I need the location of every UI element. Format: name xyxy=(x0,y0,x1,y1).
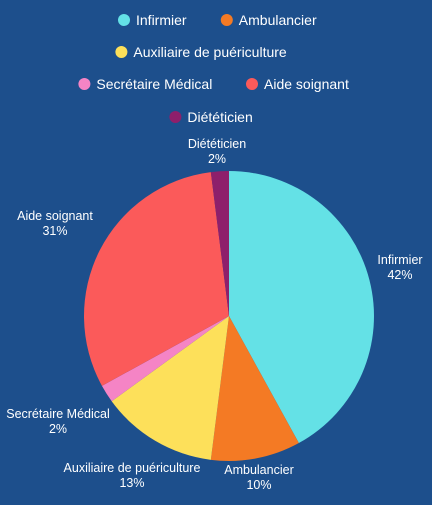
slice-aide-soignant[interactable] xyxy=(84,172,229,386)
data-label-name-secretaire-medical: Secrétaire Médical xyxy=(6,407,110,421)
data-label-name-dieteticien: Diététicien xyxy=(188,137,246,151)
legend-label-infirmier: Infirmier xyxy=(136,12,187,28)
data-label-value-aide-soignant: 31% xyxy=(42,224,67,238)
legend-label-secretaire-medical: Secrétaire Médical xyxy=(96,76,212,92)
data-label-value-dieteticien: 2% xyxy=(208,152,226,166)
legend-item-ambulancier[interactable]: Ambulancier xyxy=(220,12,317,28)
data-label-value-ambulancier: 10% xyxy=(246,478,271,492)
legend-marker-ambulancier xyxy=(220,14,233,26)
slice-secretaire-medical[interactable] xyxy=(101,316,229,402)
data-label-name-infirmier: Infirmier xyxy=(377,253,422,267)
data-label-name-ambulancier: Ambulancier xyxy=(224,463,293,477)
legend-marker-secretaire-medical xyxy=(78,78,91,90)
legend-label-dieteticien: Diététicien xyxy=(187,109,252,125)
legend-item-auxiliaire-de-puericulture[interactable]: Auxiliaire de puériculture xyxy=(115,44,287,60)
legend-label-auxiliaire-de-puericulture: Auxiliaire de puériculture xyxy=(133,44,287,60)
legend-label-ambulancier: Ambulancier xyxy=(239,12,317,28)
data-label-value-auxiliaire-de-puericulture: 13% xyxy=(119,476,144,490)
legend-marker-aide-soignant xyxy=(246,78,258,90)
legend-item-infirmier[interactable]: Infirmier xyxy=(118,12,187,28)
legend-label-aide-soignant: Aide soignant xyxy=(264,76,349,92)
pie-slices xyxy=(84,171,374,462)
slice-dieteticien[interactable] xyxy=(210,171,229,316)
slice-infirmier[interactable] xyxy=(229,171,374,444)
legend-item-dieteticien[interactable]: Diététicien xyxy=(169,109,253,125)
data-label-value-secretaire-medical: 2% xyxy=(49,422,67,436)
legend: Infirmier Ambulancier Auxiliaire de puéric… xyxy=(78,12,349,125)
data-label-value-infirmier: 42% xyxy=(387,268,412,282)
data-label-name-auxiliaire-de-puericulture: Auxiliaire de puériculture xyxy=(64,461,201,475)
slice-ambulancier[interactable] xyxy=(210,316,299,462)
legend-item-aide-soignant[interactable]: Aide soignant xyxy=(246,76,349,92)
legend-item-secretaire-medical[interactable]: Secrétaire Médical xyxy=(78,76,212,92)
legend-marker-dieteticien xyxy=(169,111,182,123)
legend-marker-auxiliaire-de-puericulture xyxy=(115,46,128,58)
legend-marker-infirmier xyxy=(118,14,130,26)
slice-auxiliaire-de-puericulture[interactable] xyxy=(111,316,229,460)
data-label-name-aide-soignant: Aide soignant xyxy=(17,209,93,223)
